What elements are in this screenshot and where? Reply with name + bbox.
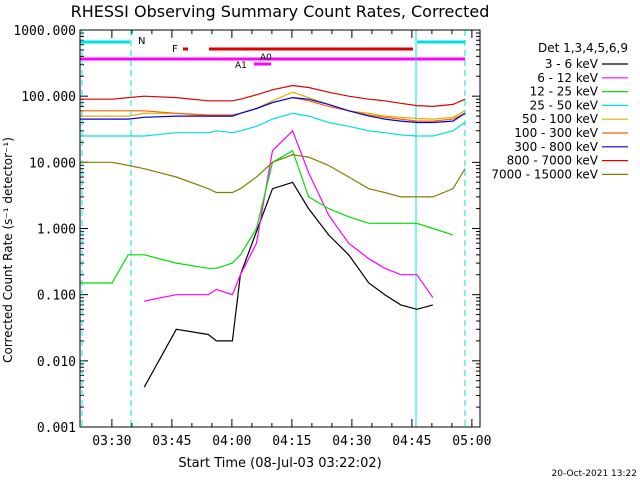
series-line-7	[80, 96, 466, 124]
x-tick-label: 04:00	[212, 434, 251, 449]
chart-title: RHESSI Observing Summary Count Rates, Co…	[71, 2, 490, 21]
legend-entry-label: 50 - 100 keV	[522, 112, 599, 126]
series-line-2	[144, 129, 434, 302]
y-tick-label: 0.001	[37, 421, 76, 436]
x-tick-label: 04:30	[332, 434, 371, 449]
y-tick-label: 10.000	[29, 156, 76, 171]
legend-entry-label: 7000 - 15000 keV	[491, 167, 598, 181]
series-line-4	[80, 112, 466, 137]
x-axis-ticks: 03:30 03:45 04:00 04:15 04:30 04:45 05:00	[92, 30, 491, 449]
series-line-5	[80, 91, 466, 120]
plot-frame	[79, 29, 481, 428]
legend-entry-label: 12 - 25 keV	[530, 85, 599, 99]
data-series	[80, 84, 466, 388]
y-tick-label: 0.100	[37, 289, 76, 304]
legend-entry-label: 300 - 800 keV	[514, 140, 598, 154]
x-tick-label: 05:00	[452, 434, 491, 449]
x-axis-label: Start Time (08-Jul-03 03:22:02)	[178, 456, 381, 471]
y-tick-label: 0.010	[37, 355, 76, 370]
series-line-1	[143, 181, 434, 388]
series-line-8	[80, 84, 466, 108]
x-tick-label: 04:45	[392, 434, 431, 449]
x-tick-label: 04:15	[272, 434, 311, 449]
legend-entry-label: 6 - 12 keV	[537, 71, 599, 85]
series-line-3	[80, 149, 454, 284]
flare-flag-label: F	[172, 44, 178, 55]
x-tick-label: 03:30	[92, 434, 131, 449]
attenuator-a1-label: A1	[235, 61, 247, 71]
legend-entry-label: 25 - 50 keV	[530, 98, 599, 112]
legend-entry-label: 800 - 7000 keV	[507, 154, 599, 168]
legend-entry-label: 100 - 300 keV	[514, 126, 598, 140]
legend-title: Det 1,3,4,5,6,9	[538, 41, 628, 55]
series-line-9	[80, 154, 466, 198]
y-tick-label: 100.000	[21, 90, 76, 105]
timestamp: 20-Oct-2021 13:22	[552, 469, 637, 479]
y-tick-label: 1000.000	[13, 24, 76, 39]
y-axis-ticks: 1000.000 100.000 10.000 1.000 0.100 0.010 0.00…	[13, 24, 480, 436]
flag-bars: N F A0 A1	[80, 30, 466, 427]
night-flag-label: N	[138, 36, 145, 47]
y-tick-label: 1.000	[37, 223, 76, 238]
legend-entry-label: 3 - 6 keV	[545, 57, 599, 71]
attenuator-a0-label: A0	[260, 53, 272, 63]
x-tick-label: 03:45	[152, 434, 191, 449]
y-axis-label: Corrected Count Rate (s⁻¹ detector⁻¹)	[1, 137, 15, 363]
